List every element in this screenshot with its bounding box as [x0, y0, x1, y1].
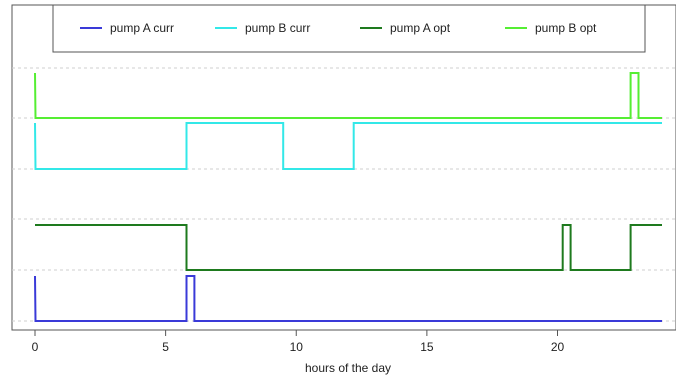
x-tick-label-3: 15: [420, 340, 434, 354]
series-line-pump-B-curr: [34, 122, 662, 170]
legend-item-3: pump B opt: [505, 21, 597, 35]
legend-label: pump B opt: [535, 21, 597, 35]
grid-lines: [12, 67, 676, 322]
x-axis-label: hours of the day: [305, 361, 391, 375]
x-tick-label-2: 10: [290, 340, 304, 354]
legend-item-2: pump A opt: [360, 21, 451, 35]
legend-label: pump B curr: [245, 21, 310, 35]
legend-label: pump A opt: [390, 21, 451, 35]
series-line-pump-A-opt: [35, 224, 662, 271]
x-axis: 0 5 10 15 20: [12, 329, 676, 354]
x-tick-label-4: 20: [551, 340, 565, 354]
x-tick-label-1: 5: [162, 340, 169, 354]
legend: pump A curr pump B curr pump A opt pump B o…: [52, 4, 646, 53]
x-tick-label-0: 0: [32, 340, 39, 354]
legend-box: [52, 4, 646, 53]
series-lines: [34, 72, 662, 322]
legend-item-1: pump B curr: [215, 21, 310, 35]
legend-label: pump A curr: [110, 21, 174, 35]
legend-item-0: pump A curr: [80, 21, 174, 35]
series-line-pump-B-opt: [34, 72, 662, 119]
plot-frame: [11, 4, 676, 331]
series-line-pump-A-curr: [34, 275, 662, 322]
